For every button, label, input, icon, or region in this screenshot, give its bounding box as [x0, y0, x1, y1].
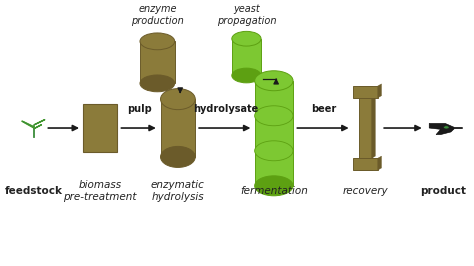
Text: pulp: pulp — [127, 103, 151, 114]
Text: product: product — [420, 186, 466, 196]
Ellipse shape — [161, 89, 195, 110]
Polygon shape — [353, 86, 378, 98]
Polygon shape — [161, 99, 195, 157]
Polygon shape — [232, 39, 261, 76]
Polygon shape — [22, 121, 34, 128]
Ellipse shape — [161, 146, 195, 167]
Text: hydrolysate: hydrolysate — [193, 103, 258, 114]
Ellipse shape — [255, 106, 293, 126]
Polygon shape — [34, 120, 45, 125]
Polygon shape — [140, 41, 175, 83]
Ellipse shape — [140, 75, 175, 92]
Polygon shape — [378, 156, 382, 170]
Ellipse shape — [255, 71, 293, 91]
Bar — [83, 104, 118, 152]
Ellipse shape — [232, 31, 261, 46]
Polygon shape — [359, 86, 372, 170]
Polygon shape — [429, 123, 462, 135]
Text: yeast
propagation: yeast propagation — [217, 4, 276, 26]
Text: enzyme
production: enzyme production — [131, 4, 184, 26]
Ellipse shape — [140, 33, 175, 50]
Polygon shape — [353, 158, 378, 170]
Text: fermentation: fermentation — [240, 186, 308, 196]
Polygon shape — [372, 96, 375, 158]
Circle shape — [444, 126, 449, 129]
Text: biomass
pre-treatment: biomass pre-treatment — [64, 180, 137, 202]
Text: recovery: recovery — [342, 186, 388, 196]
Text: enzymatic
hydrolysis: enzymatic hydrolysis — [151, 180, 205, 202]
Polygon shape — [255, 81, 293, 186]
Text: beer: beer — [311, 103, 337, 114]
Ellipse shape — [232, 68, 261, 83]
Ellipse shape — [255, 141, 293, 161]
Ellipse shape — [255, 176, 293, 196]
Polygon shape — [34, 125, 42, 129]
Text: feedstock: feedstock — [5, 186, 63, 196]
Polygon shape — [378, 84, 382, 98]
